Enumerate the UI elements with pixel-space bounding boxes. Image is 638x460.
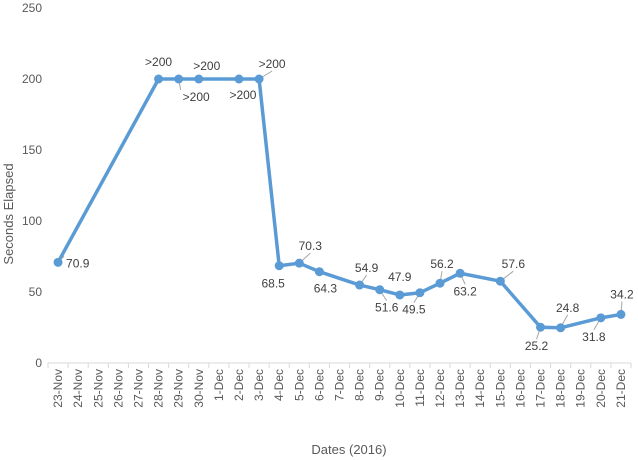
- data-label: >200: [193, 59, 220, 73]
- x-tick-label: 29-Nov: [172, 369, 186, 408]
- data-labels: 70.9 >200 >200 >200 >200 >200 68.5 70.3 64.3 54.9…: [66, 55, 634, 353]
- x-tick-label: 11-Dec: [413, 369, 427, 407]
- x-tick-label: 21-Dec: [614, 369, 628, 408]
- x-tick-label: 30-Nov: [192, 369, 206, 408]
- y-tick-label: 100: [22, 214, 42, 228]
- data-point: [314, 267, 324, 277]
- x-tick-label: 3-Dec: [252, 369, 266, 401]
- data-point: [154, 74, 164, 84]
- x-tick-label: 6-Dec: [312, 369, 326, 401]
- data-label: 31.8: [582, 330, 606, 344]
- data-point: [596, 313, 606, 323]
- data-label: 24.8: [556, 301, 580, 315]
- x-tick-label: 15-Dec: [493, 369, 507, 408]
- data-label: 54.9: [355, 261, 379, 275]
- x-tick-label: 1-Dec: [212, 369, 226, 401]
- data-label: 49.5: [402, 303, 426, 317]
- data-label: 57.6: [502, 257, 526, 271]
- x-tick-label: 27-Nov: [131, 369, 145, 408]
- x-tick-label: 25-Nov: [91, 369, 105, 408]
- x-tick-label: 24-Nov: [71, 369, 85, 408]
- x-axis-title: Dates (2016): [311, 442, 386, 457]
- x-tick-label: 9-Dec: [373, 369, 387, 401]
- data-point: [536, 322, 546, 332]
- y-tick-label: 0: [35, 356, 42, 370]
- x-tick-label: 12-Dec: [433, 369, 447, 408]
- x-tick-label: 10-Dec: [393, 369, 407, 408]
- data-point: [355, 280, 365, 290]
- series-line: [56, 77, 622, 330]
- x-tick-label: 5-Dec: [292, 369, 306, 401]
- y-axis-ticks: 0 50 100 150 200 250: [22, 1, 42, 370]
- x-tick-label: 28-Nov: [152, 369, 166, 408]
- data-label: 68.5: [262, 277, 286, 291]
- data-point: [194, 74, 204, 84]
- data-label: 25.2: [525, 339, 549, 353]
- x-tick-label: 8-Dec: [353, 369, 367, 401]
- x-tick-label: 20-Dec: [594, 369, 608, 408]
- data-label: >200: [229, 88, 256, 102]
- x-tick-label: 19-Dec: [574, 369, 588, 408]
- data-point: [174, 74, 184, 84]
- y-tick-label: 200: [22, 72, 42, 86]
- data-point: [375, 285, 385, 295]
- y-axis-title: Seconds Elapsed: [1, 163, 16, 264]
- data-label: >200: [183, 90, 210, 104]
- data-label: >200: [145, 55, 172, 69]
- data-point: [234, 74, 244, 84]
- y-tick-label: 250: [22, 1, 42, 15]
- data-label: 70.3: [299, 239, 323, 253]
- x-tick-label: 4-Dec: [272, 369, 286, 401]
- data-label: 34.2: [610, 287, 634, 301]
- data-label: 63.2: [453, 284, 477, 298]
- x-tick-label: 23-Nov: [51, 369, 65, 408]
- x-tick-label: 7-Dec: [333, 369, 347, 401]
- x-tick-label: 13-Dec: [453, 369, 467, 408]
- x-tick-label: 16-Dec: [513, 369, 527, 408]
- data-point: [53, 257, 63, 267]
- data-markers: [53, 74, 626, 333]
- x-tick-label: 18-Dec: [554, 369, 568, 408]
- data-point: [274, 261, 284, 271]
- data-label: 70.9: [66, 256, 90, 270]
- data-label: 47.9: [388, 270, 412, 284]
- data-label: >200: [259, 57, 286, 71]
- x-tick-label: 2-Dec: [232, 369, 246, 401]
- data-point: [415, 288, 425, 298]
- data-point: [395, 290, 405, 300]
- x-tick-label: 14-Dec: [473, 369, 487, 408]
- y-tick-label: 50: [29, 285, 43, 299]
- data-label: 56.2: [430, 257, 454, 271]
- data-point: [294, 258, 304, 268]
- x-tick-label: 17-Dec: [534, 369, 548, 408]
- data-point: [556, 323, 566, 333]
- data-point: [455, 268, 465, 278]
- x-axis-ticks: 23-Nov 24-Nov 25-Nov 26-Nov 27-Nov 28-Nov 29-N…: [47, 363, 632, 408]
- data-point: [254, 74, 264, 84]
- data-point: [435, 278, 445, 288]
- x-tick-label: 26-Nov: [111, 369, 125, 408]
- data-point: [616, 309, 626, 319]
- data-label: 64.3: [314, 282, 338, 296]
- data-point: [495, 276, 505, 286]
- y-tick-label: 150: [22, 143, 42, 157]
- data-label: 51.6: [375, 301, 399, 315]
